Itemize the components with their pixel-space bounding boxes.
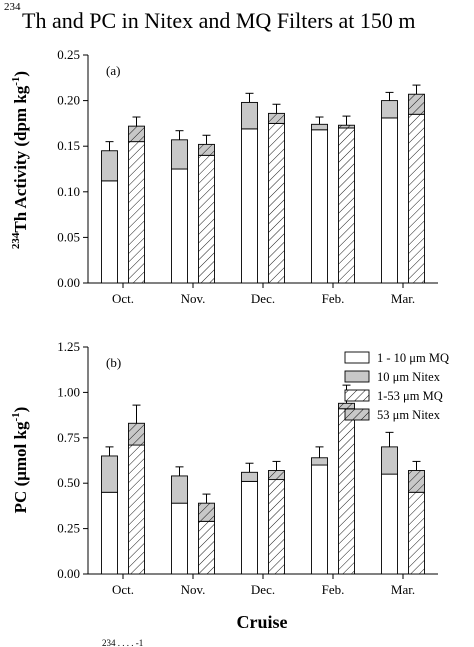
- panel-label: (b): [106, 355, 121, 370]
- bar-segment-mq-1-10: [311, 129, 328, 284]
- bar-segment-nitex-10: [311, 123, 328, 131]
- bar-segment-mq-1-53: [268, 122, 285, 284]
- figure-title: Th and PC in Nitex and MQ Filters at 150…: [22, 8, 416, 33]
- x-tick-label: Nov.: [181, 582, 206, 597]
- bar-segment-nitex-10: [241, 471, 258, 482]
- panel-a-ylabel-group: 234Th Activity (dpm kg-1): [10, 71, 30, 249]
- bar-segment-nitex-53: [338, 124, 355, 129]
- bar-segment-mq-1-53: [408, 491, 425, 575]
- bar-segment-nitex-10: [241, 101, 258, 130]
- y-tick-label: 0.75: [57, 430, 80, 445]
- bar-segment-mq-1-10: [311, 464, 328, 575]
- caption-fragment: 234 . . . . -1: [102, 638, 143, 647]
- legend-label: 1 - 10 μm MQ: [377, 351, 449, 365]
- bar-segment-mq-1-53: [338, 408, 355, 575]
- bar-segment-nitex-53: [268, 112, 285, 124]
- x-axis-label: Cruise: [237, 612, 288, 632]
- legend-swatch: [344, 408, 370, 421]
- x-tick-label: Dec.: [251, 291, 275, 306]
- y-tick-label: 1.25: [57, 339, 80, 354]
- panel-b: 0.00 0.25 0.50 0.75 1.00 1.25 (b) Oct. Nov. Dec. F…: [57, 339, 438, 597]
- bar-segment-mq-1-53: [338, 127, 355, 284]
- bar-segment-nitex-10: [381, 446, 398, 475]
- panel-b-ylabel-group: PC (μmol kg-1): [10, 407, 30, 514]
- bar-segment-mq-1-10: [171, 502, 188, 575]
- legend-swatch: [344, 370, 370, 383]
- bar-segment-nitex-10: [101, 150, 118, 182]
- bar-segment-mq-1-53: [128, 444, 145, 575]
- bar-segment-nitex-53: [198, 502, 215, 522]
- title-superscript: 234: [4, 1, 21, 13]
- y-tick-label: 0.50: [57, 475, 80, 490]
- y-tick-label: 0.00: [57, 566, 80, 581]
- bar-segment-nitex-53: [408, 470, 425, 493]
- legend-label: 10 μm Nitex: [377, 370, 441, 384]
- bar-segment-mq-1-10: [101, 180, 118, 284]
- panel-label: (a): [106, 63, 120, 78]
- bar-segment-nitex-10: [311, 457, 328, 466]
- legend-label: 1-53 μm MQ: [377, 389, 443, 403]
- bar-segment-mq-1-53: [268, 479, 285, 575]
- bar-segment-nitex-53: [128, 125, 145, 143]
- y-tick-label: 0.05: [57, 229, 80, 244]
- y-tick-label: 0.25: [57, 47, 80, 62]
- legend-swatch: [344, 389, 370, 402]
- x-tick-label: Feb.: [322, 291, 345, 306]
- y-tick-label: 0.00: [57, 275, 80, 290]
- bar-segment-nitex-53: [198, 143, 215, 156]
- y-tick-label: 0.20: [57, 93, 80, 108]
- x-tick-label: Oct.: [112, 582, 134, 597]
- bar-segment-mq-1-53: [408, 113, 425, 284]
- bar-segment-nitex-53: [338, 402, 355, 410]
- bar-segment-nitex-53: [408, 93, 425, 115]
- bar-segment-mq-1-10: [241, 480, 258, 575]
- y-tick-label: 0.10: [57, 184, 80, 199]
- panel-b-ylabel: PC (μmol kg-1): [10, 407, 30, 514]
- x-tick-label: Dec.: [251, 582, 275, 597]
- bar-segment-mq-1-10: [381, 473, 398, 575]
- bar-segment-mq-1-53: [198, 520, 215, 575]
- bar-segment-nitex-10: [101, 455, 118, 493]
- x-tick-label: Mar.: [391, 582, 415, 597]
- bar-segment-nitex-53: [268, 470, 285, 481]
- panel-a-ylabel: 234Th Activity (dpm kg-1): [10, 71, 30, 249]
- legend-swatch: [344, 351, 370, 364]
- x-tick-label: Feb.: [322, 582, 345, 597]
- bar-segment-nitex-10: [171, 475, 188, 504]
- legend: 1 - 10 μm MQ 10 μm Nitex 1-53 μm MQ 53 μm N…: [344, 351, 449, 422]
- bar-segment-nitex-53: [128, 422, 145, 446]
- x-tick-label: Mar.: [391, 291, 415, 306]
- bar-segment-mq-1-53: [128, 141, 145, 284]
- panel-a: 0.00 0.05 0.10 0.15 0.20 0.25 (a) Oct. Nov. Dec. F…: [57, 47, 438, 306]
- bar-segment-mq-1-10: [171, 168, 188, 284]
- bar-segment-nitex-10: [171, 139, 188, 170]
- bar-segment-mq-1-53: [198, 154, 215, 284]
- x-tick-label: Nov.: [181, 291, 206, 306]
- bar-segment-mq-1-10: [241, 128, 258, 284]
- bar-segment-mq-1-10: [101, 491, 118, 575]
- y-tick-label: 0.25: [57, 521, 80, 536]
- y-tick-label: 1.00: [57, 384, 80, 399]
- bar-segment-nitex-10: [381, 100, 398, 119]
- bar-segment-mq-1-10: [381, 117, 398, 284]
- y-tick-label: 0.15: [57, 138, 80, 153]
- x-tick-label: Oct.: [112, 291, 134, 306]
- legend-label: 53 μm Nitex: [377, 408, 441, 422]
